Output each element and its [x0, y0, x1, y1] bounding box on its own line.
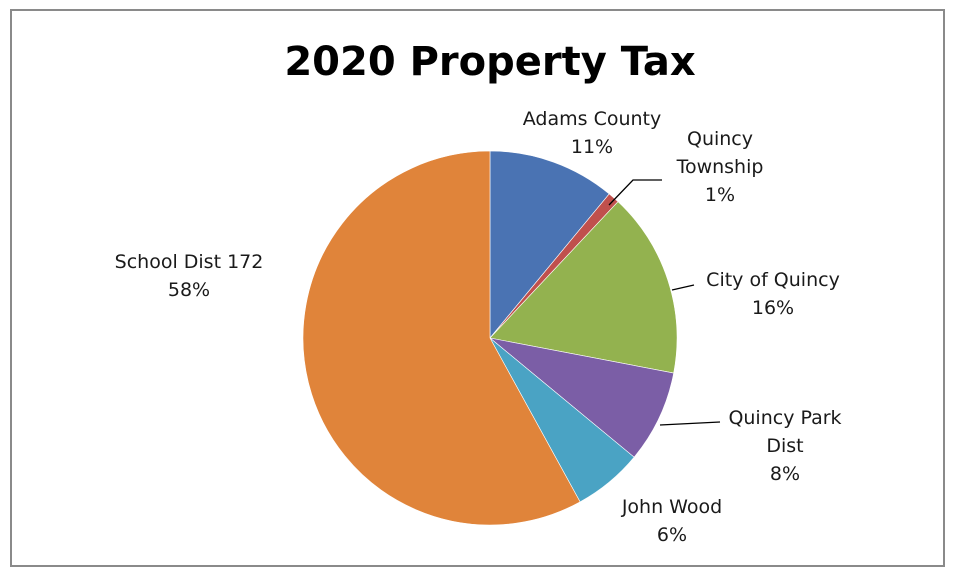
leader-line-quincy-park-dist — [659, 421, 721, 426]
slice-label-adams-county: Adams County 11% — [523, 108, 661, 158]
labels-layer: Adams County 11% Quincy Township 1% City of Q… — [115, 108, 842, 546]
pie-slice-adams-county — [489, 150, 610, 339]
pie-slice-school-dist-172 — [302, 150, 581, 526]
slice-label-quincy-park-dist: Quincy Park Dist 8% — [728, 407, 841, 485]
slices-layer — [302, 150, 678, 526]
slice-label-quincy-township: Quincy Township 1% — [676, 128, 764, 206]
leader-lines-layer — [608, 179, 721, 426]
pie-slice-city-of-quincy — [489, 201, 678, 374]
leader-line-city-of-quincy — [671, 284, 695, 291]
slice-label-city-of-quincy: City of Quincy 16% — [706, 269, 840, 319]
chart-title: 2020 Property Tax — [284, 39, 696, 85]
slice-label-school-dist-172: School Dist 172 58% — [115, 251, 264, 301]
leader-line-quincy-township — [608, 179, 662, 206]
pie-slice-quincy-park-dist — [489, 337, 675, 458]
slice-label-john-wood: John Wood 6% — [621, 496, 722, 546]
